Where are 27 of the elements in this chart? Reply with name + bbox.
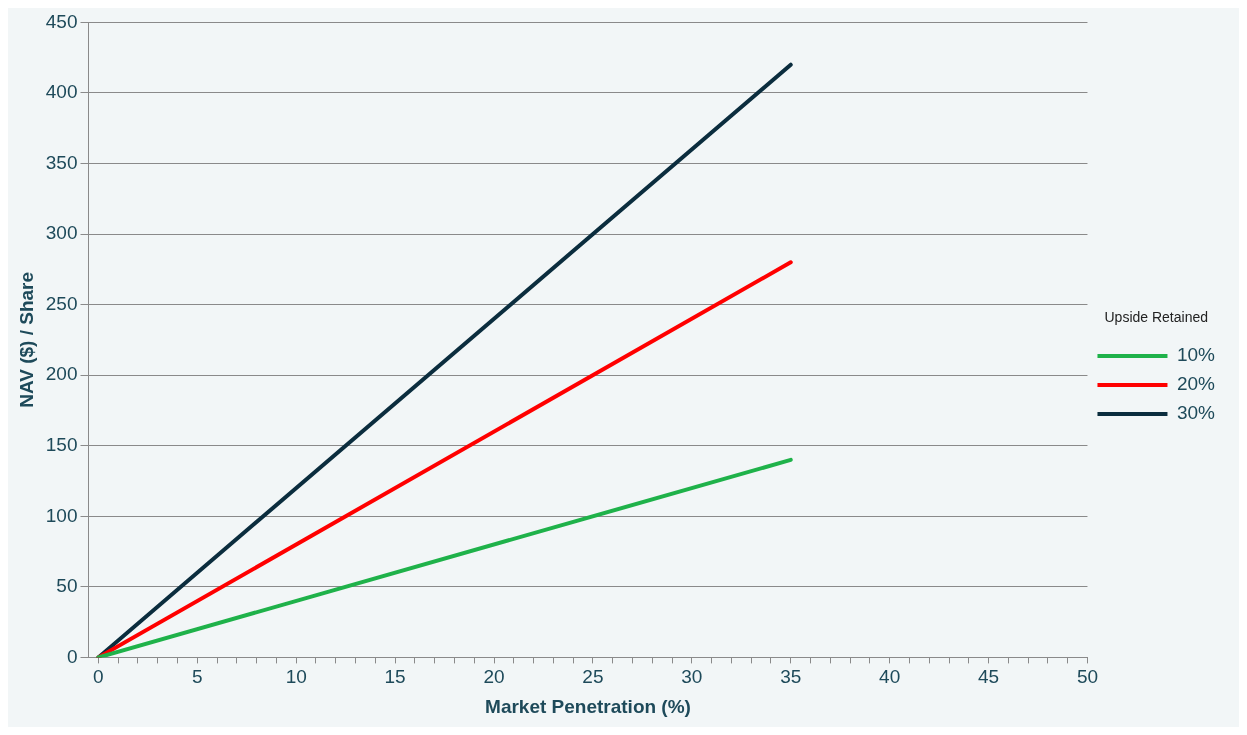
y-axis-title: NAV ($) / Share — [15, 271, 37, 408]
y-tick-label: 450 — [45, 10, 78, 32]
legend-label: 10% — [1176, 344, 1216, 366]
y-tick-label: 100 — [45, 504, 78, 526]
y-tick-label: 150 — [45, 433, 78, 455]
x-tick-label: 5 — [192, 666, 203, 688]
x-axis-title: Market Penetration (%) — [485, 695, 691, 717]
y-tick-label: 50 — [56, 575, 78, 597]
y-tick-label: 250 — [45, 292, 78, 314]
x-tick-label: 40 — [879, 666, 901, 688]
x-tick-label: 0 — [93, 666, 104, 688]
y-tick-label: 400 — [45, 81, 78, 103]
y-tick-label: 350 — [45, 151, 78, 173]
x-tick-label: 20 — [483, 666, 505, 688]
x-tick-label: 25 — [582, 666, 604, 688]
y-tick-label: 200 — [45, 363, 78, 385]
x-tick-label: 50 — [1076, 666, 1099, 688]
x-tick-label: 15 — [384, 666, 406, 688]
legend-label: 20% — [1176, 373, 1216, 395]
legend-label: 30% — [1176, 402, 1216, 424]
legend-title: Upside Retained — [1104, 309, 1208, 326]
x-tick-label: 10 — [285, 666, 307, 688]
x-tick-label: 30 — [681, 666, 703, 688]
x-tick-label: 45 — [977, 666, 1000, 688]
y-tick-label: 300 — [45, 222, 78, 244]
x-tick-label: 35 — [780, 666, 802, 688]
y-tick-label: 0 — [66, 645, 78, 667]
